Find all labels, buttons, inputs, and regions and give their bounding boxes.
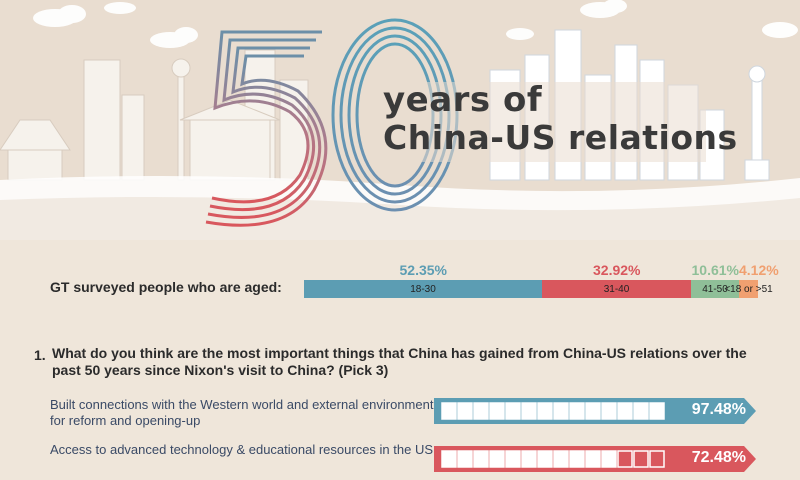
answer-bar-graphic <box>434 398 756 424</box>
answer-bar-cell <box>521 402 537 420</box>
answer-bar-cell <box>569 402 585 420</box>
answer-bar-cell <box>649 402 665 420</box>
answer-pct-label: 72.48% <box>691 449 746 466</box>
answer-label: Access to advanced technology & educatio… <box>50 442 434 457</box>
answer-bar-cell <box>649 450 665 468</box>
answer-bar-cell <box>601 450 617 468</box>
answer-bar-cell <box>617 402 633 420</box>
header-banner: years of China-US relations <box>0 0 800 240</box>
age-bar-segment: <18 or >51 <box>724 280 773 298</box>
answer-bar-cell <box>569 450 585 468</box>
answer-bar-cell <box>441 402 457 420</box>
answer-bar-cell <box>601 402 617 420</box>
age-bar-segment: 41-50 <box>691 280 739 298</box>
answer-bar-cell <box>521 450 537 468</box>
answer-bar-cell <box>457 402 473 420</box>
answer-bar-cell <box>473 450 489 468</box>
answer-bar-graphic <box>434 446 756 472</box>
age-chart-title: GT surveyed people who are aged: <box>50 279 282 295</box>
answer-bar-cell <box>537 402 553 420</box>
age-pct-label: 4.12% <box>739 262 779 278</box>
age-pct-label: 52.35% <box>399 262 447 278</box>
answer-label: Built connections with the Western world… <box>50 397 434 428</box>
answer-bar-cell <box>633 450 649 468</box>
answer-bar: 72.48% <box>434 446 756 472</box>
answer-bar-cell <box>489 402 505 420</box>
answer-bar-cell <box>489 450 505 468</box>
title-line-1: years of <box>383 80 543 120</box>
age-pct-label: 32.92% <box>593 262 641 278</box>
answer-bar-cell <box>537 450 553 468</box>
skyline-illustration <box>0 0 800 240</box>
answer-bar-cell <box>585 402 601 420</box>
answer-bar-cell <box>505 402 521 420</box>
answer-bar-cell <box>457 450 473 468</box>
age-bar-segment: 31-40 <box>542 280 691 298</box>
answer-bar-cell <box>553 402 569 420</box>
answer-bar-cell <box>633 402 649 420</box>
question-number: 1. <box>34 347 46 363</box>
answer-pct-label: 97.48% <box>691 401 746 418</box>
answer-bar-cell <box>617 450 633 468</box>
answer-bar: 97.48% <box>434 398 756 424</box>
answer-bar-cell <box>441 450 457 468</box>
age-bar-segment: 18-30 <box>304 280 542 298</box>
answer-bar-cell <box>553 450 569 468</box>
answer-bar-cell <box>505 450 521 468</box>
answer-bar-cell <box>473 402 489 420</box>
question-text: What do you think are the most important… <box>52 345 747 378</box>
title-line-2: China-US relations <box>383 118 738 157</box>
age-pct-label: 10.61% <box>691 262 739 278</box>
answer-bar-cell <box>585 450 601 468</box>
